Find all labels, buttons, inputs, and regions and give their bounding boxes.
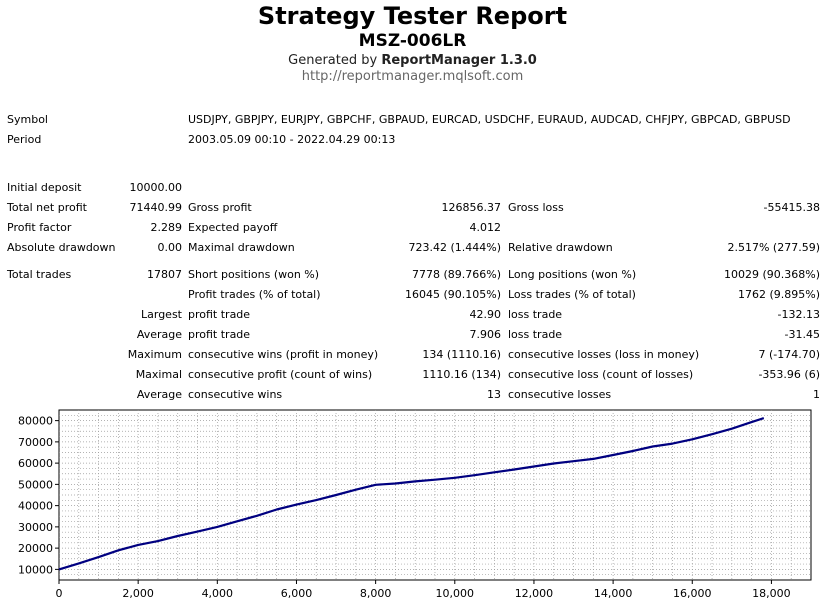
total-trades-value: 17807 bbox=[147, 268, 182, 281]
x-tick-label: 0 bbox=[56, 587, 63, 600]
avg-consec-losses-value: 1 bbox=[813, 388, 820, 401]
largest-loss-label: loss trade bbox=[508, 308, 563, 321]
x-tick-label: 8,000 bbox=[360, 587, 392, 600]
initial-deposit-value: 10000.00 bbox=[129, 181, 183, 194]
absolute-drawdown-value: 0.00 bbox=[157, 241, 183, 254]
maximal-consec-loss-value: -353.96 (6) bbox=[758, 368, 820, 381]
average-loss-label: loss trade bbox=[508, 328, 563, 341]
y-tick-label: 30000 bbox=[18, 521, 53, 534]
expected-payoff-label: Expected payoff bbox=[188, 221, 278, 234]
y-tick-label: 10000 bbox=[18, 563, 53, 576]
gross-profit-label: Gross profit bbox=[188, 201, 252, 214]
long-positions-label: Long positions (won %) bbox=[508, 268, 637, 281]
total-net-profit-value: 71440.99 bbox=[129, 201, 183, 214]
avg-consec-wins-label: consecutive wins bbox=[188, 388, 283, 401]
balance-line bbox=[58, 417, 765, 571]
avg-consec-wins-value: 13 bbox=[487, 388, 501, 401]
gross-profit-value: 126856.37 bbox=[441, 201, 502, 214]
period-label: Period bbox=[7, 133, 42, 146]
balance-chart-svg: 10000 20000 30000 40000 50000 60000 70000 80000… bbox=[18, 409, 812, 600]
largest-label: Largest bbox=[141, 308, 182, 321]
relative-drawdown-value: 2.517% (277.59) bbox=[727, 241, 820, 254]
initial-deposit-label: Initial deposit bbox=[7, 181, 82, 194]
maximal-label: Maximal bbox=[135, 368, 182, 381]
largest-profit-value: 42.90 bbox=[469, 308, 502, 321]
x-tick-label: 2,000 bbox=[122, 587, 154, 600]
loss-trades-label: Loss trades (% of total) bbox=[508, 288, 636, 301]
largest-loss-value: -132.13 bbox=[777, 308, 820, 321]
maximal-drawdown-value: 723.42 (1.444%) bbox=[408, 241, 501, 254]
x-tick-label: 4,000 bbox=[202, 587, 234, 600]
y-tick-label: 20000 bbox=[18, 542, 53, 555]
y-tick-label: 40000 bbox=[18, 500, 53, 513]
balance-chart: 10000 20000 30000 40000 50000 60000 70000 80000… bbox=[0, 407, 825, 606]
generated-prefix: Generated by bbox=[288, 53, 382, 68]
relative-drawdown-label: Relative drawdown bbox=[508, 241, 613, 254]
y-tick-label: 70000 bbox=[18, 436, 53, 449]
maximal-consec-profit-value: 1110.16 (134) bbox=[422, 368, 501, 381]
average-profit-value: 7.906 bbox=[469, 328, 502, 341]
report-url: http://reportmanager.mqlsoft.com bbox=[301, 69, 524, 84]
expert-name: MSZ-006LR bbox=[358, 31, 467, 51]
absolute-drawdown-label: Absolute drawdown bbox=[7, 241, 116, 254]
symbol-value: USDJPY, GBPJPY, EURJPY, GBPCHF, GBPAUD, … bbox=[188, 113, 791, 126]
symbol-label: Symbol bbox=[7, 113, 48, 126]
maximal-consec-loss-label: consecutive loss (count of losses) bbox=[508, 368, 694, 381]
period-value: 2003.05.09 00:10 - 2022.04.29 00:13 bbox=[188, 133, 396, 146]
profit-factor-value: 2.289 bbox=[150, 221, 183, 234]
x-tick-label: 10,000 bbox=[436, 587, 475, 600]
expected-payoff-value: 4.012 bbox=[469, 221, 502, 234]
max-consec-wins-label: consecutive wins (profit in money) bbox=[188, 348, 379, 361]
x-tick-label: 16,000 bbox=[673, 587, 712, 600]
max-consec-losses-value: 7 (-174.70) bbox=[758, 348, 820, 361]
average-profit-label: profit trade bbox=[188, 328, 251, 341]
x-tick-label: 12,000 bbox=[515, 587, 554, 600]
loss-trades-value: 1762 (9.895%) bbox=[737, 288, 820, 301]
maximum-label: Maximum bbox=[127, 348, 182, 361]
average-label: Average bbox=[136, 328, 182, 341]
gross-loss-value: -55415.38 bbox=[763, 201, 820, 214]
generated-tool: ReportManager 1.3.0 bbox=[381, 53, 537, 68]
generated-by: Generated by ReportManager 1.3.0 bbox=[0, 53, 825, 69]
x-tick-label: 6,000 bbox=[281, 587, 313, 600]
x-tick-label: 14,000 bbox=[594, 587, 633, 600]
profit-trades-label: Profit trades (% of total) bbox=[188, 288, 321, 301]
total-net-profit-label: Total net profit bbox=[7, 201, 87, 214]
maximal-consec-profit-label: consecutive profit (count of wins) bbox=[188, 368, 373, 381]
report-title: Strategy Tester Report bbox=[257, 2, 568, 30]
y-tick-label: 60000 bbox=[18, 457, 53, 470]
long-positions-value: 10029 (90.368%) bbox=[723, 268, 820, 281]
short-positions-value: 7778 (89.766%) bbox=[411, 268, 501, 281]
avg-consec-losses-label: consecutive losses bbox=[508, 388, 612, 401]
y-tick-label: 50000 bbox=[18, 478, 53, 491]
y-tick-label: 80000 bbox=[18, 415, 53, 428]
short-positions-label: Short positions (won %) bbox=[188, 268, 320, 281]
max-consec-losses-label: consecutive losses (loss in money) bbox=[508, 348, 700, 361]
max-consec-wins-value: 134 (1110.16) bbox=[422, 348, 501, 361]
average-loss-value: -31.45 bbox=[784, 328, 820, 341]
profit-trades-value: 16045 (90.105%) bbox=[404, 288, 501, 301]
total-trades-label: Total trades bbox=[7, 268, 72, 281]
largest-profit-label: profit trade bbox=[188, 308, 251, 321]
profit-factor-label: Profit factor bbox=[7, 221, 72, 234]
average-consec-label: Average bbox=[136, 388, 182, 401]
gross-loss-label: Gross loss bbox=[508, 201, 564, 214]
x-tick-label: 18,000 bbox=[752, 587, 791, 600]
maximal-drawdown-label: Maximal drawdown bbox=[188, 241, 295, 254]
